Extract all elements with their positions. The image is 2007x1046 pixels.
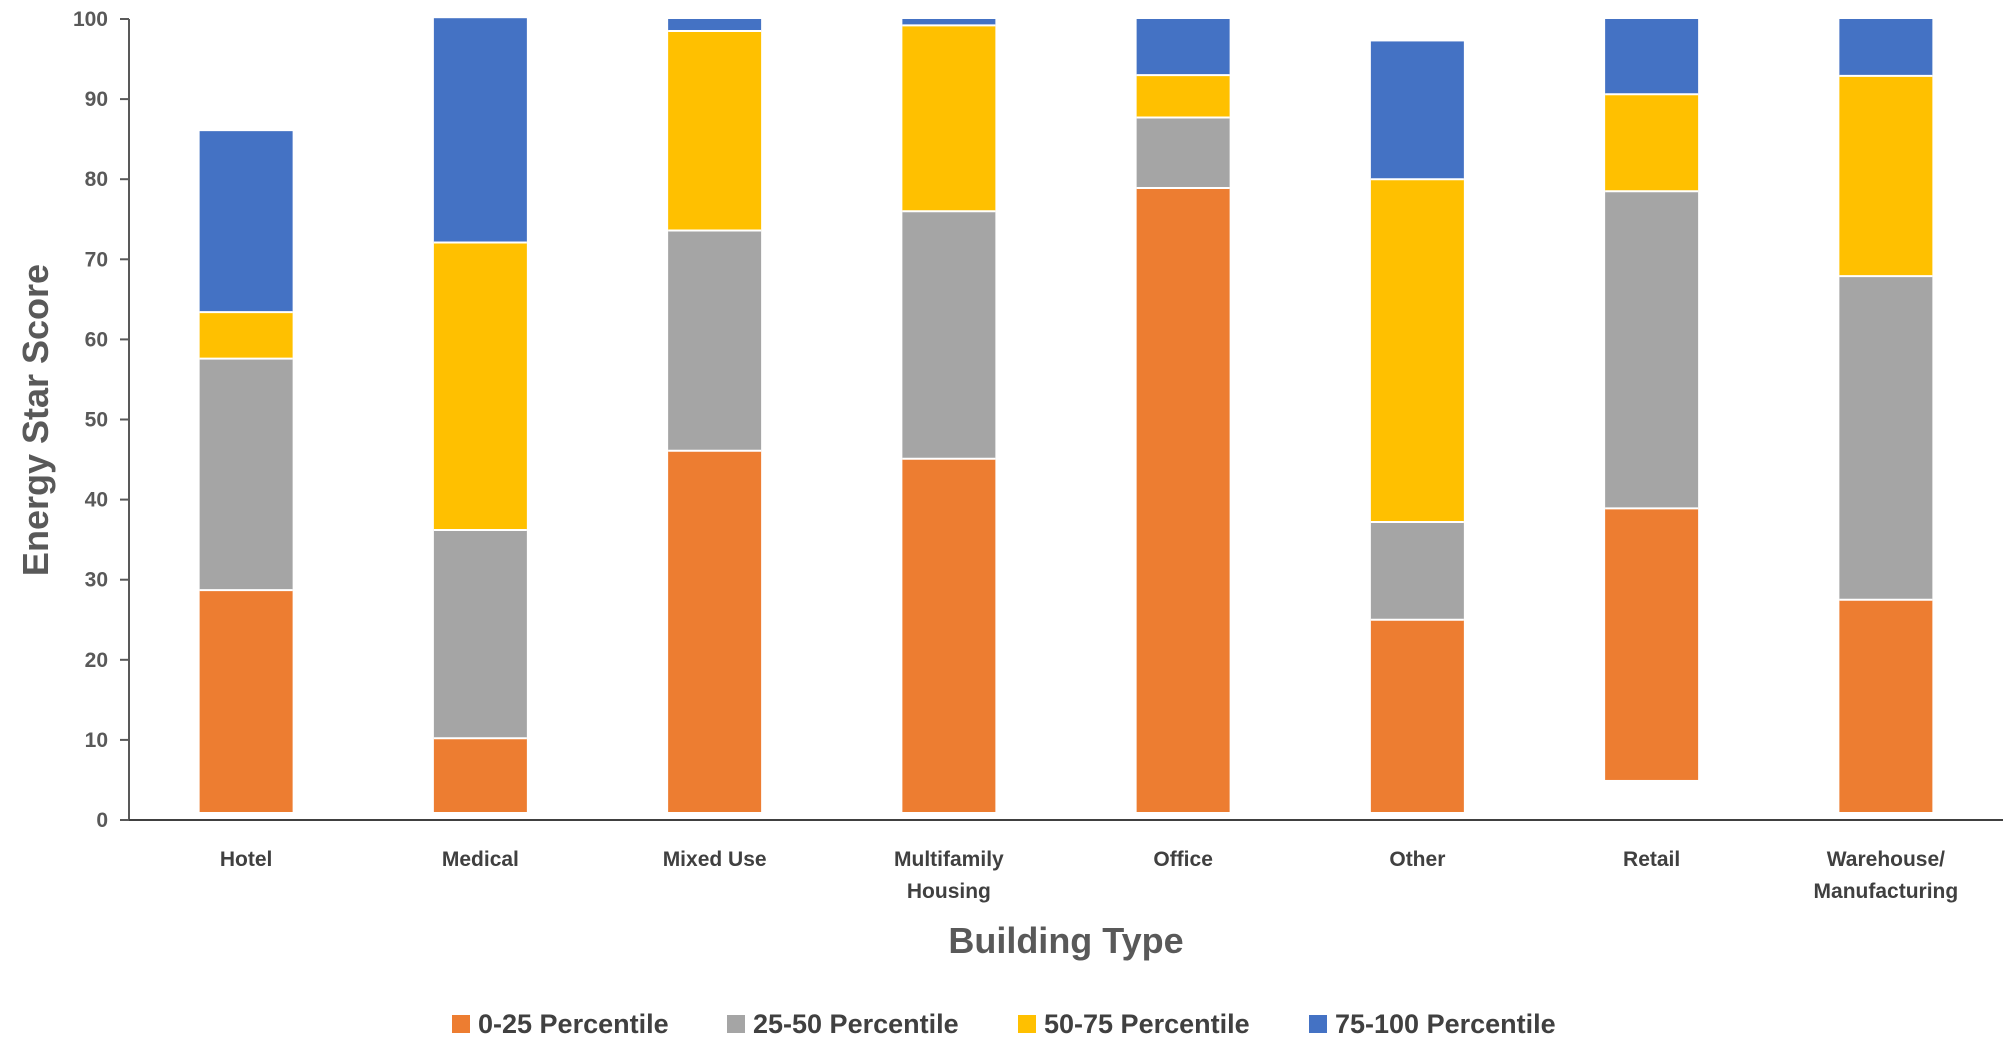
bar-segment-25-50-percentile	[199, 358, 293, 591]
x-tick-label: Other	[1389, 848, 1445, 871]
legend: 0-25 Percentile 25-50 Percentile 50-75 Per…	[452, 1009, 1556, 1039]
bar-segment-50-75-percentile	[1370, 179, 1464, 523]
y-axis-title: Energy Star Score	[15, 264, 56, 576]
y-axis-ticks: 0 10 20 30 40 50 60 70 80 90 100	[73, 8, 129, 832]
y-tick-label: 50	[85, 409, 108, 432]
bar-segment-75-100-percentile	[433, 18, 527, 243]
y-tick-label: 90	[85, 88, 108, 111]
legend-swatch	[1309, 1015, 1327, 1033]
bar-segment-0-25-percentile	[668, 450, 762, 812]
legend-label: 75-100 Percentile	[1335, 1009, 1556, 1039]
y-tick-label: 100	[73, 8, 108, 31]
x-tick-label: Medical	[442, 848, 519, 871]
bar-segment-0-25-percentile	[433, 738, 527, 812]
bar-segment-0-25-percentile	[1839, 599, 1933, 812]
legend-label: 0-25 Percentile	[478, 1009, 669, 1039]
bar-segment-0-25-percentile	[1136, 188, 1230, 812]
bar-segment-50-75-percentile	[1839, 75, 1933, 277]
bar-segment-50-75-percentile	[1136, 75, 1230, 118]
bar-segment-75-100-percentile	[1839, 19, 1933, 76]
bar-segment-75-100-percentile	[1136, 19, 1230, 76]
bar-segment-25-50-percentile	[902, 211, 996, 459]
x-tick-label: Multifamily	[894, 848, 1004, 871]
x-tick-label: Hotel	[220, 848, 273, 871]
y-tick-label: 40	[85, 489, 108, 512]
bar-segment-25-50-percentile	[668, 230, 762, 451]
bar-segment-25-50-percentile	[1605, 191, 1699, 509]
bar-segment-75-100-percentile	[1605, 19, 1699, 95]
y-tick-label: 10	[85, 729, 108, 752]
bar-segment-75-100-percentile	[902, 19, 996, 26]
legend-swatch	[727, 1015, 745, 1033]
x-tick-label: Warehouse/	[1827, 848, 1945, 871]
x-tick-label: Retail	[1623, 848, 1680, 871]
bar-segment-50-75-percentile	[199, 312, 293, 359]
legend-label: 50-75 Percentile	[1044, 1009, 1250, 1039]
x-axis-labels: Hotel Medical Mixed Use Multifamily Housing O…	[220, 848, 1958, 903]
y-tick-label: 30	[85, 569, 108, 592]
bar-segment-25-50-percentile	[1839, 276, 1933, 600]
x-axis-title: Building Type	[948, 920, 1183, 961]
bar-segment-50-75-percentile	[668, 31, 762, 231]
bar-segment-25-50-percentile	[1136, 117, 1230, 189]
bar-segment-0-25-percentile	[902, 458, 996, 812]
legend-swatch	[452, 1015, 470, 1033]
bar-segment-75-100-percentile	[668, 19, 762, 32]
bar-segment-50-75-percentile	[1605, 94, 1699, 192]
legend-swatch	[1018, 1015, 1036, 1033]
y-tick-label: 60	[85, 328, 108, 351]
x-tick-label: Housing	[907, 880, 991, 903]
bar-segment-0-25-percentile	[199, 590, 293, 812]
y-tick-label: 0	[96, 809, 108, 832]
y-tick-label: 70	[85, 248, 108, 271]
bars-layer	[199, 18, 1933, 812]
bar-segment-0-25-percentile	[1370, 619, 1464, 812]
bar-segment-25-50-percentile	[1370, 522, 1464, 620]
bar-segment-50-75-percentile	[902, 25, 996, 212]
bar-segment-75-100-percentile	[199, 131, 293, 313]
y-tick-label: 20	[85, 649, 108, 672]
y-tick-label: 80	[85, 168, 108, 191]
legend-label: 25-50 Percentile	[753, 1009, 959, 1039]
x-tick-label: Office	[1153, 848, 1213, 871]
bar-segment-50-75-percentile	[433, 242, 527, 531]
bar-segment-0-25-percentile	[1605, 508, 1699, 780]
bar-segment-25-50-percentile	[433, 530, 527, 739]
bar-segment-75-100-percentile	[1370, 41, 1464, 180]
x-tick-label: Mixed Use	[663, 848, 767, 871]
x-tick-label: Manufacturing	[1814, 880, 1959, 903]
